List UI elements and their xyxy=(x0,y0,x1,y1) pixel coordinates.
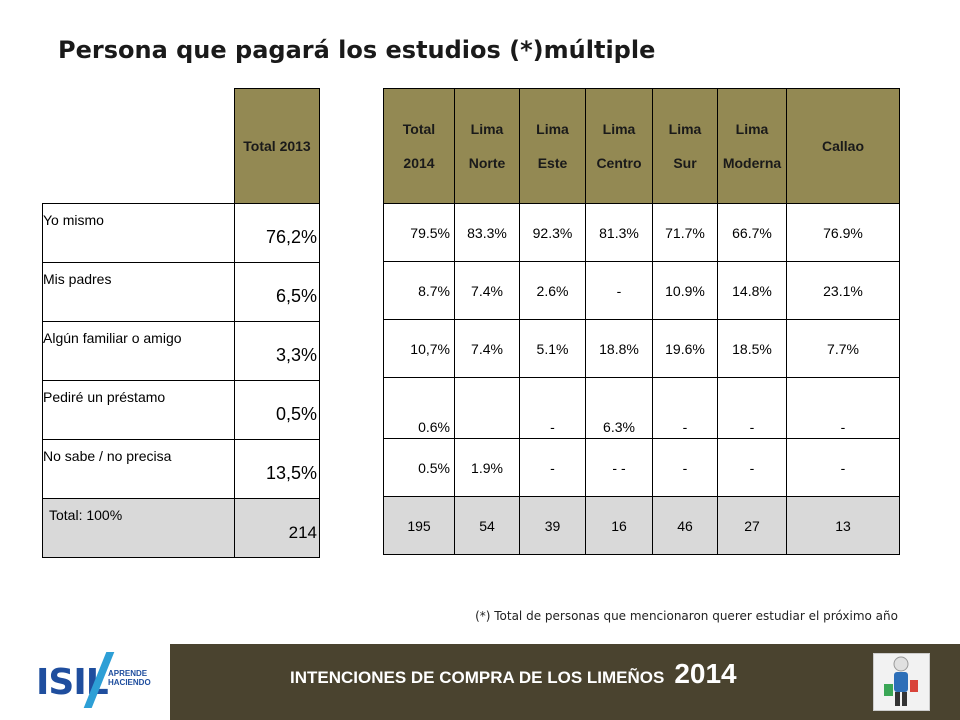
row-label: Algún familiar o amigo xyxy=(42,320,235,381)
row-label: No sabe / no precisa xyxy=(42,438,235,499)
table-row: 0.5% 1.9% - - - - - - xyxy=(383,438,900,497)
cell: 7.4% xyxy=(454,261,520,320)
cell: - - xyxy=(585,438,653,497)
row-label: Mis padres xyxy=(42,261,235,322)
cell: - xyxy=(717,377,787,439)
footer-bar xyxy=(170,644,960,720)
cell: 46 xyxy=(652,496,718,555)
cell: 7.7% xyxy=(786,319,900,378)
table-row: Algún familiar o amigo 3,3% xyxy=(42,320,320,381)
cell: - xyxy=(786,438,900,497)
cell: 19.6% xyxy=(652,319,718,378)
cell: 23.1% xyxy=(786,261,900,320)
cell: 92.3% xyxy=(519,203,586,262)
row-value: 6,5% xyxy=(234,261,320,322)
cell: 2.6% xyxy=(519,261,586,320)
cell: - xyxy=(786,377,900,439)
table-row: 10,7% 7.4% 5.1% 18.8% 19.6% 18.5% 7.7% xyxy=(383,319,900,378)
row-value: 3,3% xyxy=(234,320,320,381)
table-2013: Total 2013 Yo mismo 76,2% Mis padres 6,5… xyxy=(42,88,320,558)
cell: 76.9% xyxy=(786,203,900,262)
cell: 1.9% xyxy=(454,438,520,497)
cell: 7.4% xyxy=(454,319,520,378)
cell: 79.5% xyxy=(383,203,455,262)
table-row: 8.7% 7.4% 2.6% - 10.9% 14.8% 23.1% xyxy=(383,261,900,320)
person-shopping-icon xyxy=(873,653,930,711)
cell: 18.8% xyxy=(585,319,653,378)
row-value: 13,5% xyxy=(234,438,320,499)
cell xyxy=(454,377,520,439)
col-header: Lima Centro xyxy=(585,88,653,204)
cell: - xyxy=(585,261,653,320)
cell: 16 xyxy=(585,496,653,555)
cell: 54 xyxy=(454,496,520,555)
total-label: Total: 100% xyxy=(42,497,235,558)
table-row: Pediré un préstamo 0,5% xyxy=(42,379,320,440)
header-total-2013: Total 2013 xyxy=(234,88,320,204)
cell: 39 xyxy=(519,496,586,555)
isil-logo: ISIL APRENDE HACIENDO xyxy=(0,644,170,720)
cell: 27 xyxy=(717,496,787,555)
cell: 83.3% xyxy=(454,203,520,262)
table-row-total: Total: 100% 214 xyxy=(42,497,320,558)
cell: 0.6% xyxy=(383,377,455,439)
table-row: Mis padres 6,5% xyxy=(42,261,320,322)
cell: 81.3% xyxy=(585,203,653,262)
table-row: 79.5% 83.3% 92.3% 81.3% 71.7% 66.7% 76.9… xyxy=(383,203,900,262)
cell: 66.7% xyxy=(717,203,787,262)
footer-title: INTENCIONES DE COMPRA DE LOS LIMEÑOS 2014 xyxy=(290,658,737,689)
col-header: Lima Moderna xyxy=(717,88,787,204)
col-header: Callao xyxy=(786,88,900,204)
cell: - xyxy=(519,377,586,439)
table-row: Yo mismo 76,2% xyxy=(42,202,320,263)
col-header: Lima Norte xyxy=(454,88,520,204)
table-row-total: 195 54 39 16 46 27 13 xyxy=(383,496,900,555)
cell: 18.5% xyxy=(717,319,787,378)
page-title: Persona que pagará los estudios (*)múlti… xyxy=(58,36,656,64)
row-label: Pediré un préstamo xyxy=(42,379,235,440)
cell: 10.9% xyxy=(652,261,718,320)
row-label: Yo mismo xyxy=(42,202,235,263)
row-value: 0,5% xyxy=(234,379,320,440)
col-header: Lima Sur xyxy=(652,88,718,204)
cell: 71.7% xyxy=(652,203,718,262)
cell: - xyxy=(717,438,787,497)
logo-tagline: APRENDE HACIENDO xyxy=(108,669,151,687)
cell: 195 xyxy=(383,496,455,555)
cell: 10,7% xyxy=(383,319,455,378)
cell: 8.7% xyxy=(383,261,455,320)
cell: 14.8% xyxy=(717,261,787,320)
table-row: 0.6% - 6.3% - - - xyxy=(383,377,900,439)
cell: 0.5% xyxy=(383,438,455,497)
cell: 5.1% xyxy=(519,319,586,378)
cell: - xyxy=(652,377,718,439)
table-row: No sabe / no precisa 13,5% xyxy=(42,438,320,499)
table-2014: Total 2014 Lima Norte Lima Este Lima Centro … xyxy=(383,88,900,555)
total-value: 214 xyxy=(234,497,320,558)
cell: - xyxy=(519,438,586,497)
col-header: Lima Este xyxy=(519,88,586,204)
cell: - xyxy=(652,438,718,497)
cell: 6.3% xyxy=(585,377,653,439)
col-header: Total 2014 xyxy=(383,88,455,204)
row-value: 76,2% xyxy=(234,202,320,263)
footnote: (*) Total de personas que mencionaron qu… xyxy=(475,609,898,623)
cell: 13 xyxy=(786,496,900,555)
